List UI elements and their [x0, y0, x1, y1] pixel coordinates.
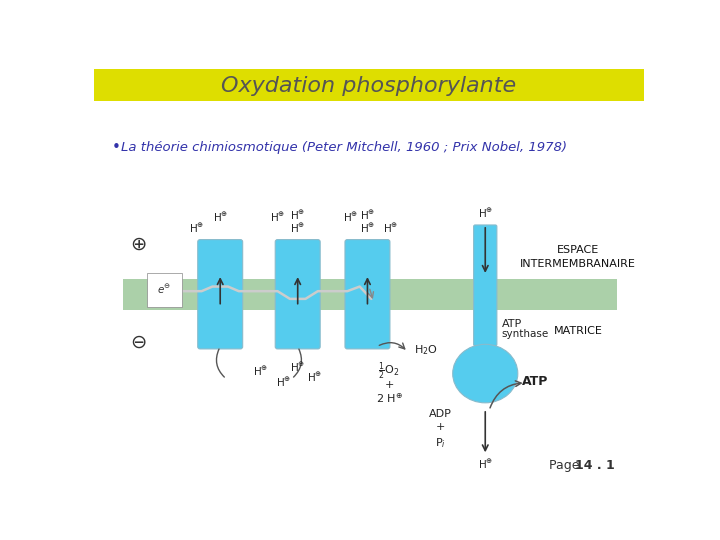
Bar [94, 69, 644, 101]
Text: H$^{\oplus}$: H$^{\oplus}$ [270, 211, 285, 224]
FancyBboxPatch shape [474, 225, 497, 346]
Text: •: • [112, 140, 120, 154]
Text: $\ominus$: $\ominus$ [130, 333, 146, 352]
Text: ATP: ATP [523, 375, 549, 388]
Text: H$^{\oplus}$: H$^{\oplus}$ [253, 364, 268, 378]
FancyBboxPatch shape [275, 240, 320, 349]
Text: $e^{\ominus}$: $e^{\ominus}$ [157, 283, 171, 296]
Text: ADP
+
P$_i$: ADP + P$_i$ [429, 409, 451, 450]
Text: H$^{\oplus}$: H$^{\oplus}$ [276, 376, 292, 389]
FancyBboxPatch shape [345, 240, 390, 349]
Text: 2 H$^{\oplus}$: 2 H$^{\oplus}$ [376, 392, 402, 405]
Text: H$^{\oplus}$: H$^{\oplus}$ [212, 211, 228, 224]
Text: H$^{\oplus}$: H$^{\oplus}$ [477, 207, 493, 220]
Text: $\oplus$: $\oplus$ [130, 235, 146, 254]
FancyBboxPatch shape [198, 240, 243, 349]
Text: H$^{\oplus}$: H$^{\oplus}$ [307, 371, 323, 384]
Text: H$^{\oplus}$: H$^{\oplus}$ [343, 211, 358, 224]
Text: Oxydation phosphorylante: Oxydation phosphorylante [221, 76, 517, 96]
Text: H$^{\oplus}$: H$^{\oplus}$ [477, 458, 493, 471]
Text: H$^{\oplus}$: H$^{\oplus}$ [290, 361, 305, 374]
Text: H$^{\oplus}$: H$^{\oplus}$ [383, 222, 398, 235]
Bar [122, 279, 617, 309]
Text: MATRICE: MATRICE [554, 326, 603, 336]
Text: ATP: ATP [502, 319, 522, 328]
Text: +: + [384, 380, 394, 390]
Ellipse shape [453, 345, 518, 403]
Text: H$^{\oplus}$: H$^{\oplus}$ [290, 222, 305, 235]
Text: Page: Page [549, 458, 583, 472]
Text: H$^{\oplus}$: H$^{\oplus}$ [360, 222, 375, 235]
Text: La théorie chimiosmotique (Peter Mitchell, 1960 ; Prix Nobel, 1978): La théorie chimiosmotique (Peter Mitchel… [121, 141, 567, 154]
Text: ESPACE
INTERMEMBRANAIRE: ESPACE INTERMEMBRANAIRE [521, 245, 636, 269]
Text: H$^{\oplus}$: H$^{\oplus}$ [189, 222, 204, 235]
Text: H$_2$O: H$_2$O [414, 343, 438, 356]
Text: 14 . 1: 14 . 1 [575, 458, 615, 472]
Text: $\frac{1}{2}$O$_2$: $\frac{1}{2}$O$_2$ [379, 361, 400, 382]
Text: H$^{\oplus}$: H$^{\oplus}$ [360, 209, 375, 222]
Text: H$^{\oplus}$: H$^{\oplus}$ [290, 209, 305, 222]
Text: synthase: synthase [502, 329, 549, 339]
